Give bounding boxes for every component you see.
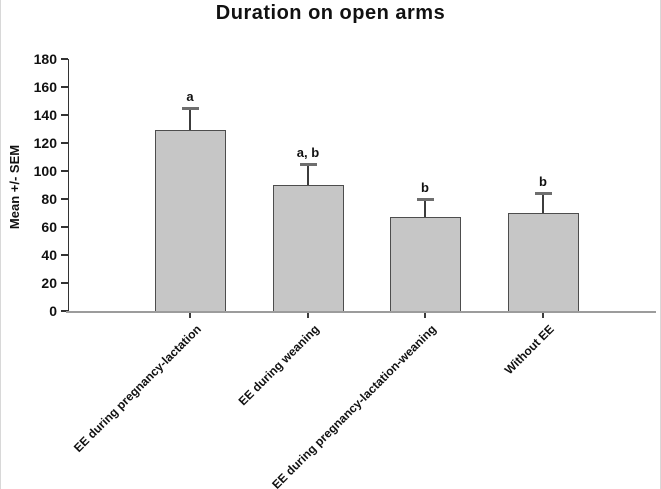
error-bar-cap xyxy=(181,107,199,110)
significance-label: b xyxy=(539,174,547,190)
chart-title: Duration on open arms xyxy=(215,2,446,24)
error-bar-line xyxy=(307,164,309,185)
y-tick-label: 20 xyxy=(41,275,57,291)
error-bar-cap xyxy=(416,198,434,201)
y-axis-tick xyxy=(60,198,68,200)
y-tick-label: 80 xyxy=(41,191,57,207)
x-axis-tick xyxy=(424,313,426,318)
error-bar-cap xyxy=(299,163,317,166)
x-category-label: EE during pregnancy-lactation xyxy=(70,322,204,455)
y-tick-label: 160 xyxy=(33,79,57,95)
y-tick-label: 180 xyxy=(33,51,57,67)
y-tick-label: 40 xyxy=(41,247,57,263)
y-axis-tick xyxy=(60,114,68,116)
significance-label: b xyxy=(421,180,429,195)
y-axis-tick xyxy=(60,254,68,256)
significance-label: a, b xyxy=(296,145,320,160)
y-axis-tick xyxy=(60,142,68,144)
error-bar-line xyxy=(542,193,544,213)
x-axis-line xyxy=(66,311,656,313)
x-axis-tick xyxy=(542,313,544,318)
bar xyxy=(154,130,226,311)
error-bar-line xyxy=(424,199,426,218)
y-tick-label: 140 xyxy=(33,107,57,123)
y-tick-label: 100 xyxy=(33,163,57,179)
y-tick-label: 60 xyxy=(41,219,57,235)
bar xyxy=(389,217,461,311)
y-axis-tick xyxy=(60,86,68,88)
x-category-label: EE during weaning xyxy=(235,322,322,409)
y-axis-tick xyxy=(60,282,68,284)
y-axis-tick xyxy=(60,310,68,312)
y-tick-label: 120 xyxy=(33,135,57,151)
error-bar-cap xyxy=(534,192,552,196)
y-axis-tick xyxy=(60,226,68,228)
y-axis-tick xyxy=(60,170,68,172)
bar xyxy=(507,213,579,311)
x-category-label: Without EE xyxy=(501,322,557,378)
y-axis-line xyxy=(67,59,69,313)
x-axis-tick xyxy=(189,313,191,318)
x-axis-tick xyxy=(307,313,309,318)
y-axis-tick xyxy=(60,58,68,60)
y-tick-label: 0 xyxy=(49,303,57,319)
significance-label: a xyxy=(186,89,194,104)
bar xyxy=(272,185,344,311)
error-bar-line xyxy=(189,108,191,131)
